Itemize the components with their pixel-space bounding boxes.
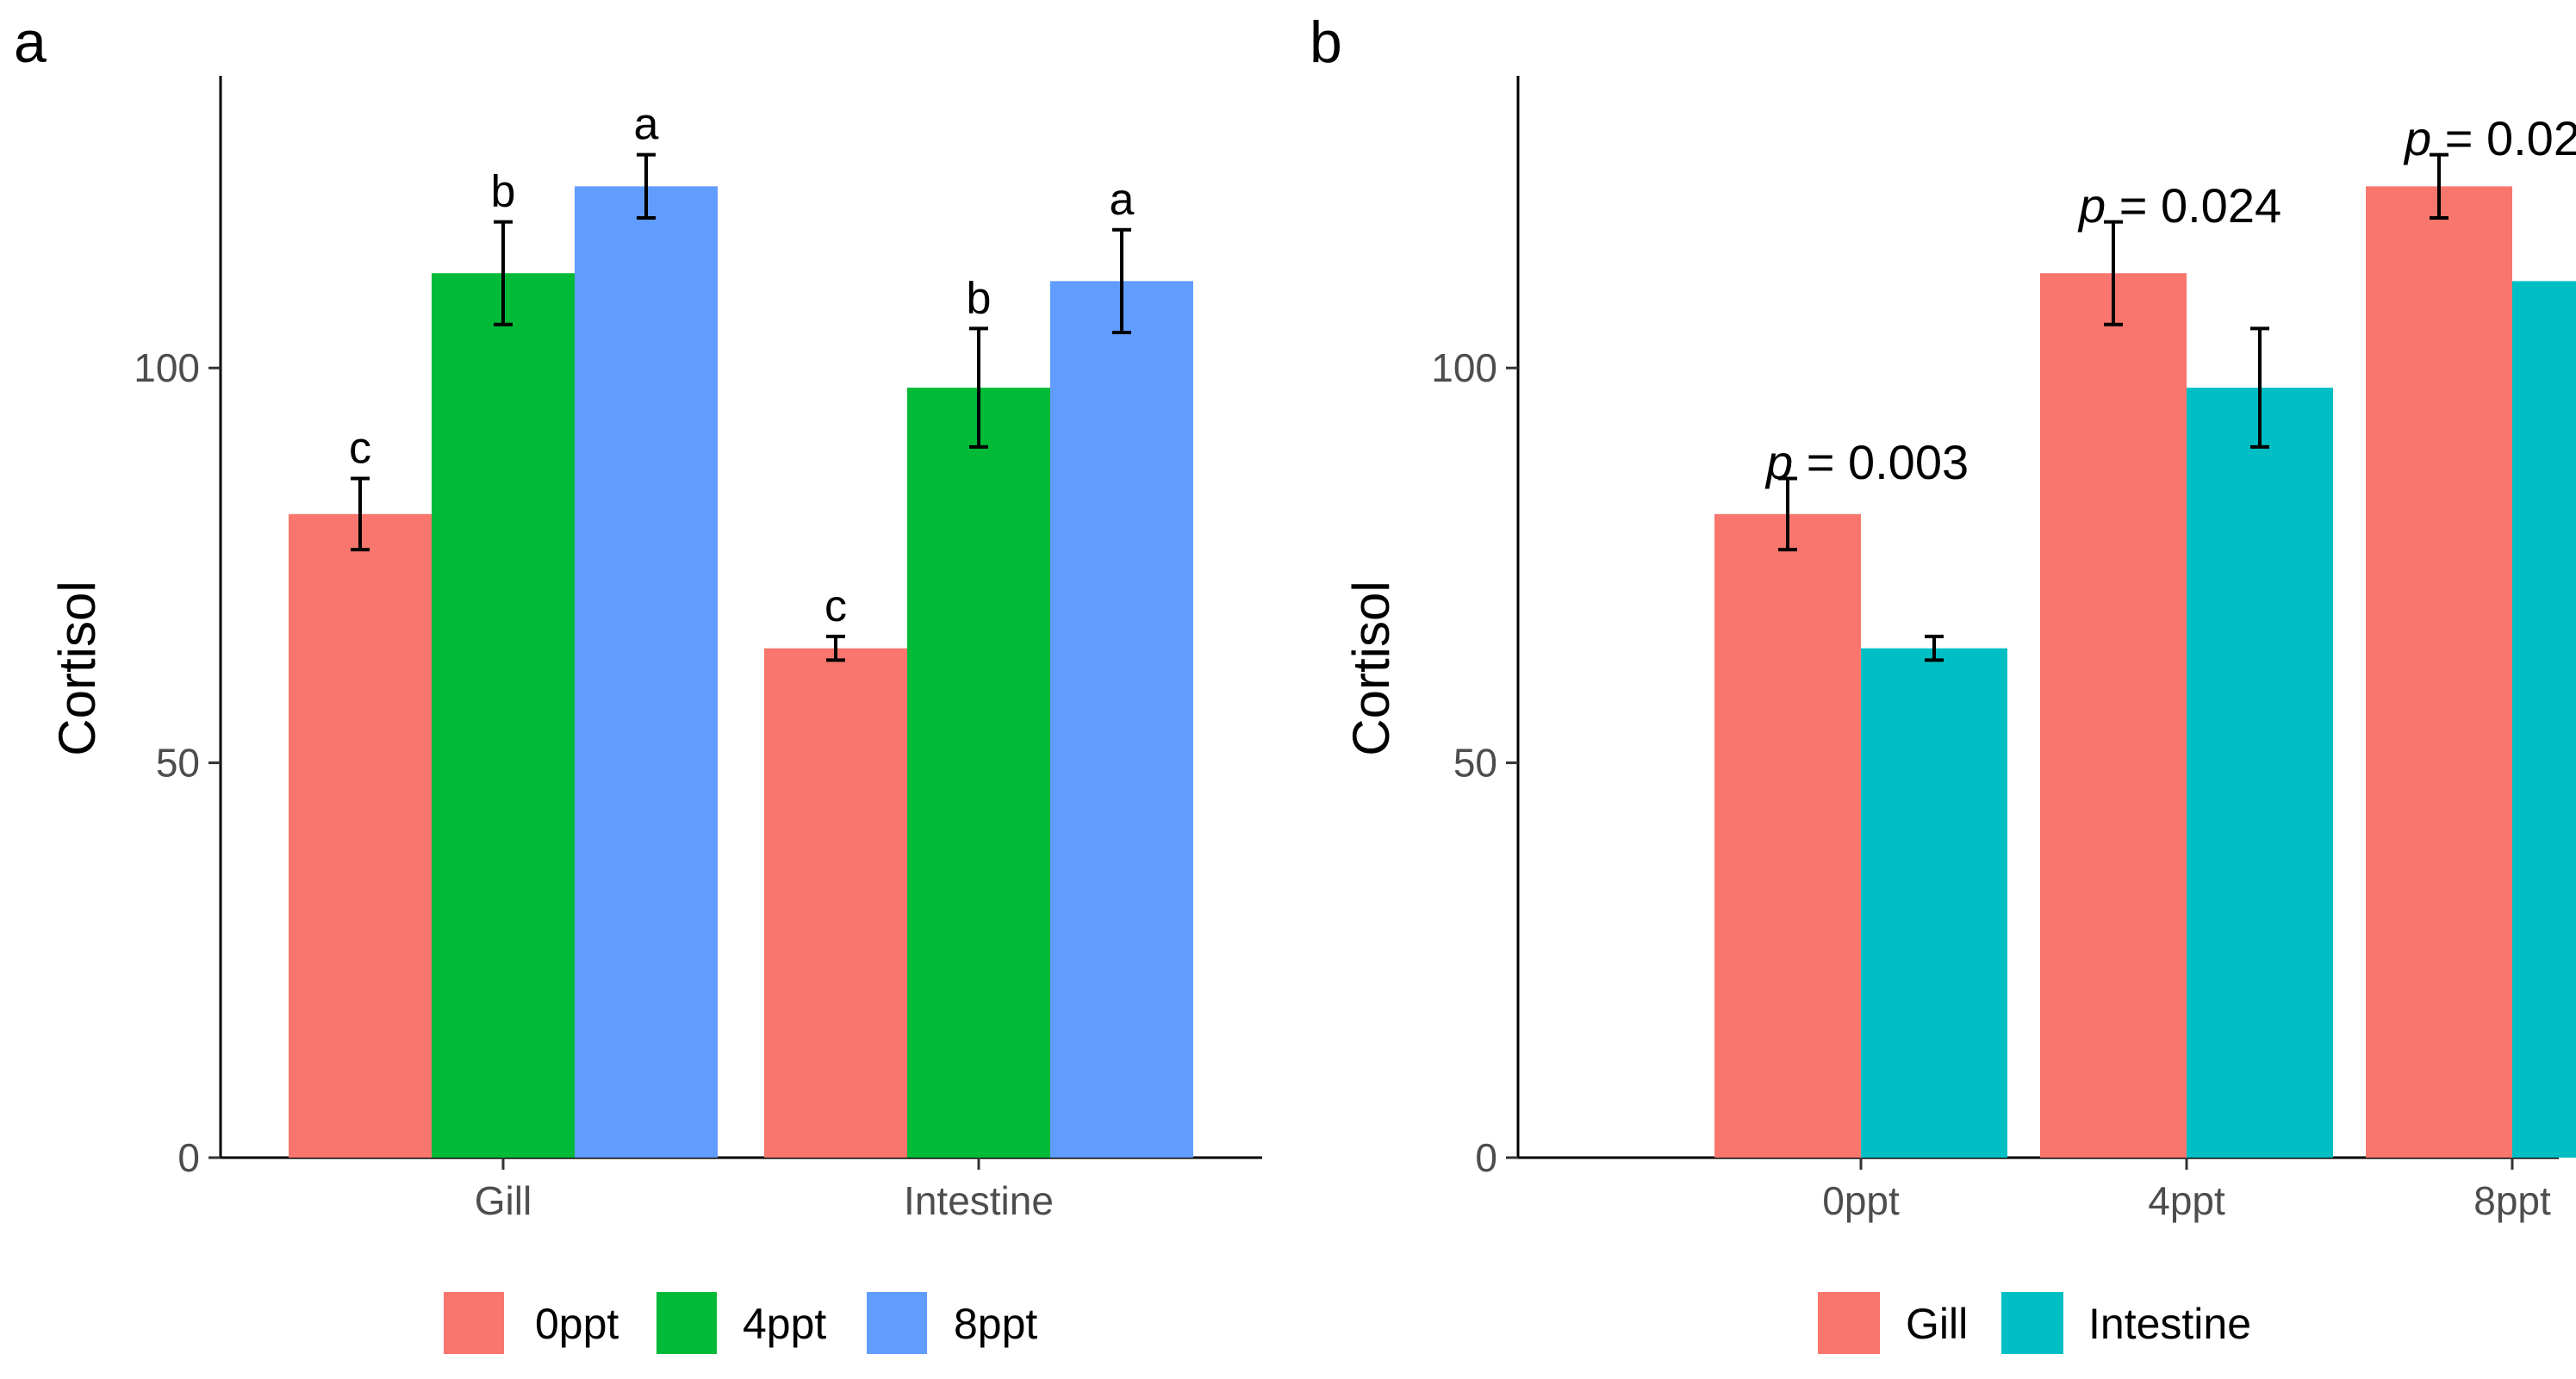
p-value-text: = 0.003 [1793,435,1969,489]
significance-letter: b [967,273,992,323]
y-axis-title: Cortisol [1342,581,1400,755]
bar-0ppt-intestine [764,648,907,1158]
y-tick-label: 0 [177,1135,200,1180]
p-symbol: p [2403,111,2431,165]
significance-letter: c [824,581,847,631]
y-tick-label: 0 [1475,1135,1497,1180]
panel-tag: b [1310,9,1342,75]
y-tick-label: 100 [1431,345,1497,390]
p-symbol: p [2077,178,2106,233]
bar-0ppt-gill [289,513,432,1158]
panel-a: a 0 50 100 Cortisol Gill c b a Intestine c b a 0ppt 4p… [14,9,1262,1354]
legend-key-4ppt [656,1292,717,1354]
legend-key-0ppt [444,1292,504,1354]
legend-key-gill [1818,1292,1880,1354]
bar-4ppt-intestine [907,388,1050,1158]
legend-label: 0ppt [535,1300,619,1348]
x-tick-label: 8ppt [2473,1178,2551,1223]
x-tick-label: Gill [475,1178,532,1223]
y-axis-title: Cortisol [48,581,106,755]
significance-letter: b [491,167,516,217]
bar-8ppt-intestine [1050,281,1193,1158]
bar-intestine-8ppt [2512,281,2576,1158]
p-value-text: = 0.024 [2431,111,2576,165]
p-value-annotation: p = 0.003 [1764,435,1969,489]
y-tick-label: 100 [134,345,200,390]
x-tick-label: 4ppt [2148,1178,2225,1223]
p-value-text: = 0.024 [2106,178,2281,233]
y-tick-label: 50 [1453,741,1497,786]
significance-letter: a [634,100,659,150]
legend-label: 4ppt [743,1300,826,1348]
legend-label: 8ppt [954,1300,1037,1348]
bar-intestine-4ppt [2187,388,2333,1158]
panel-tag: a [14,9,47,75]
bar-8ppt-gill [575,186,718,1158]
significance-letter: a [1110,175,1135,225]
legend-label: Gill [1906,1300,1968,1348]
p-value-annotation: p = 0.024 [2403,111,2576,165]
x-tick-label: 0ppt [1822,1178,1900,1223]
legend-key-8ppt [867,1292,927,1354]
y-tick-label: 50 [156,741,200,786]
bar-gill-4ppt [2040,273,2187,1158]
legend-key-intestine [2001,1292,2063,1354]
bar-4ppt-gill [432,273,575,1158]
bar-intestine-0ppt [1861,648,2007,1158]
x-tick-label: Intestine [904,1178,1054,1223]
bar-gill-0ppt [1714,513,1861,1158]
legend-label: Intestine [2088,1300,2251,1348]
p-value-annotation: p = 0.024 [2077,178,2281,233]
p-symbol: p [1764,435,1793,489]
bar-gill-8ppt [2366,186,2512,1158]
significance-letter: c [349,424,371,474]
